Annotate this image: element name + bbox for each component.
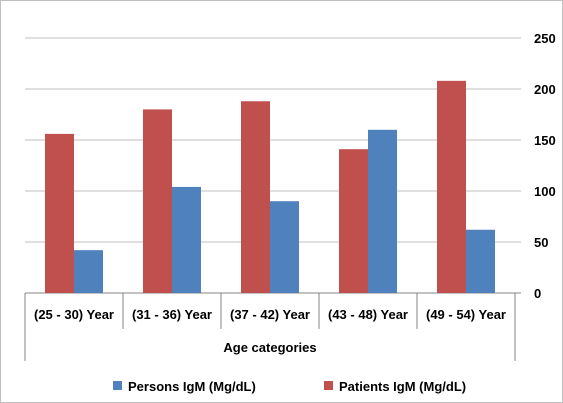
x-axis-title: Age categories: [223, 340, 316, 355]
y-tick-label: 200: [534, 82, 556, 97]
bar-patients: [143, 109, 172, 294]
bar-persons: [74, 250, 103, 293]
y-tick-label: 0: [534, 286, 541, 301]
bar-patients: [437, 80, 466, 293]
bar-persons: [466, 229, 495, 293]
bar-patients: [339, 149, 368, 293]
x-category-label: (49 - 54) Year: [426, 307, 506, 322]
bar-persons: [172, 186, 201, 293]
legend-label: Persons IgM (Mg/dL): [128, 379, 256, 394]
bar-persons: [270, 201, 299, 293]
x-category-label: (37 - 42) Year: [230, 307, 310, 322]
legend-swatch: [113, 381, 122, 390]
bar-persons: [368, 129, 397, 293]
x-category-label: (43 - 48) Year: [328, 307, 408, 322]
bar-patients: [45, 133, 74, 293]
y-tick-label: 50: [534, 235, 548, 250]
y-tick-label: 100: [534, 184, 556, 199]
y-tick-label: 250: [534, 31, 556, 46]
legend-swatch: [324, 381, 333, 390]
y-tick-label: 150: [534, 133, 556, 148]
bar-patients: [241, 101, 270, 294]
x-category-label: (25 - 30) Year: [34, 307, 114, 322]
x-category-label: (31 - 36) Year: [132, 307, 212, 322]
legend-label: Patients IgM (Mg/dL): [339, 379, 466, 394]
